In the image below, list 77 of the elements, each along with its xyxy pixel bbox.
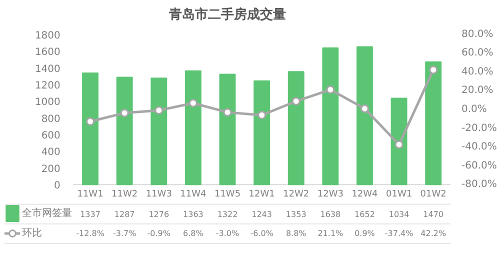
point bbox=[188, 98, 198, 108]
bar bbox=[356, 46, 373, 186]
y2-tick-label: -20.0% bbox=[462, 122, 497, 134]
data-label: 1337 bbox=[80, 210, 100, 220]
y-tick-label: 0 bbox=[54, 180, 60, 192]
bar bbox=[425, 61, 442, 186]
data-label: 1276 bbox=[148, 210, 170, 220]
x-tick-label: 11W2 bbox=[112, 189, 138, 200]
data-label: 42.2% bbox=[420, 229, 446, 238]
point bbox=[292, 96, 300, 106]
bar bbox=[150, 78, 168, 186]
data-label: 1287 bbox=[114, 210, 135, 220]
x-tick-label: 11W5 bbox=[214, 189, 241, 200]
data-label: 1470 bbox=[423, 210, 444, 220]
data-label: -3.7% bbox=[112, 229, 137, 238]
legend-label: 环比 bbox=[22, 226, 42, 241]
point bbox=[326, 85, 335, 94]
y2-tick-label: 0.0% bbox=[462, 104, 487, 115]
y-tick-label: 1400 bbox=[34, 64, 60, 75]
x-tick-label: 12W1 bbox=[248, 189, 275, 200]
y-tick-label: 1800 bbox=[34, 30, 60, 42]
data-label: 1243 bbox=[252, 210, 272, 220]
point bbox=[429, 66, 438, 74]
y-tick-label: 600 bbox=[41, 130, 60, 142]
x-tick-label: 11W4 bbox=[180, 189, 207, 200]
bar bbox=[219, 74, 236, 186]
y2-tick-label: -40.0% bbox=[462, 142, 497, 153]
bar bbox=[288, 71, 304, 186]
bar bbox=[390, 98, 408, 186]
bar bbox=[322, 47, 339, 186]
y-tick-label: 400 bbox=[41, 147, 60, 158]
point bbox=[223, 108, 232, 117]
bar bbox=[116, 76, 133, 186]
data-label: 1652 bbox=[354, 210, 375, 220]
x-tick-label: 11W1 bbox=[77, 189, 104, 200]
point bbox=[394, 140, 404, 149]
data-label: -6.0% bbox=[250, 229, 274, 238]
x-tick-label: 12W3 bbox=[317, 189, 344, 200]
data-label: 1353 bbox=[286, 210, 306, 220]
point bbox=[86, 117, 95, 126]
bar bbox=[82, 72, 98, 186]
data-label: -0.9% bbox=[147, 229, 171, 238]
data-label: 6.8% bbox=[183, 229, 204, 238]
y2-tick-label: 80.0% bbox=[462, 28, 494, 40]
x-tick-label: 12W4 bbox=[352, 189, 378, 200]
y2-tick-label: 60.0% bbox=[462, 48, 494, 59]
y-tick-label: 200 bbox=[41, 164, 60, 175]
bar bbox=[184, 70, 202, 186]
data-label: 1034 bbox=[388, 210, 410, 220]
bar bbox=[254, 80, 270, 186]
data-label: 1638 bbox=[320, 210, 341, 220]
y2-tick-label: 40.0% bbox=[462, 66, 494, 78]
data-label: 8.8% bbox=[286, 229, 307, 238]
data-label: 1322 bbox=[217, 210, 238, 220]
y-tick-label: 800 bbox=[41, 114, 60, 125]
y-tick-label: 1600 bbox=[34, 47, 60, 58]
data-label: 21.1% bbox=[318, 229, 344, 238]
point bbox=[258, 110, 266, 120]
data-label: -37.4% bbox=[384, 229, 414, 238]
data-label: -12.8% bbox=[76, 229, 105, 238]
data-label: 0.9% bbox=[354, 229, 376, 238]
y2-tick-label: -60.0% bbox=[462, 160, 497, 172]
point bbox=[360, 104, 369, 113]
x-tick-label: 12W2 bbox=[283, 189, 310, 200]
x-tick-label: 11W3 bbox=[146, 189, 172, 200]
y2-tick-label: 20.0% bbox=[462, 85, 494, 96]
y-tick-label: 1000 bbox=[34, 97, 60, 108]
y-tick-label: 1200 bbox=[34, 80, 60, 92]
point bbox=[154, 106, 164, 115]
point bbox=[120, 108, 129, 118]
x-tick-label: 01W2 bbox=[420, 189, 446, 200]
data-label: -3.0% bbox=[216, 229, 240, 238]
chart-title: 青岛市二手房成交量 bbox=[168, 6, 286, 22]
y2-tick-label: -80.0% bbox=[462, 179, 497, 190]
data-label: 1363 bbox=[183, 210, 204, 220]
x-tick-label: 01W1 bbox=[386, 189, 412, 200]
legend-label: 全市网签量 bbox=[22, 206, 72, 221]
